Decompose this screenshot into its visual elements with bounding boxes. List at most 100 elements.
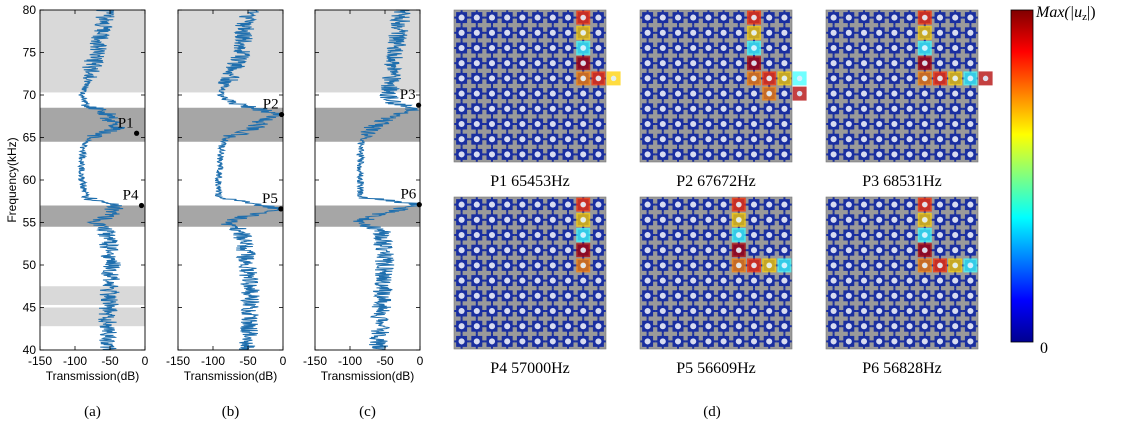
field-hotspot-center <box>922 75 928 82</box>
cell-hole <box>549 338 556 345</box>
cell-hole <box>519 75 526 82</box>
cell-hole <box>690 29 697 36</box>
cell-hole <box>644 262 651 269</box>
cell-hole <box>488 216 496 223</box>
cell-hole <box>458 60 465 67</box>
cell-hole <box>735 105 742 112</box>
cell-hole <box>876 247 883 254</box>
cell-hole <box>720 292 727 299</box>
cell-hole <box>644 231 651 239</box>
field-hotspot-center <box>580 14 586 21</box>
field-hotspot-center <box>580 262 586 269</box>
cell-hole <box>690 151 697 158</box>
cell-hole <box>690 75 697 82</box>
cell-hole <box>534 90 541 97</box>
field-panel: P2 67672Hz <box>639 9 807 190</box>
field-hotspot-center <box>610 75 617 82</box>
field-hotspot-center <box>751 14 757 21</box>
cell-hole <box>564 60 572 67</box>
cell-hole <box>845 201 852 208</box>
cell-hole <box>952 323 959 330</box>
cell-hole <box>952 201 959 208</box>
cell-hole <box>690 216 697 223</box>
cell-hole <box>504 120 511 128</box>
field-hotspot-center <box>796 75 803 82</box>
cell-hole <box>674 120 682 128</box>
cell-hole <box>473 14 480 21</box>
cell-hole <box>891 120 898 128</box>
cell-hole <box>906 247 913 254</box>
field-hotspot-center <box>781 75 788 82</box>
cell-hole <box>921 323 928 330</box>
cell-hole <box>876 14 883 21</box>
cell-hole <box>830 292 837 299</box>
cell-hole <box>705 307 712 315</box>
cell-hole <box>534 120 541 128</box>
cell-hole <box>644 120 651 128</box>
cell-hole <box>906 307 913 315</box>
cell-hole <box>519 136 526 143</box>
cell-hole <box>659 120 666 128</box>
cell-hole <box>936 136 944 143</box>
field-frame <box>639 196 793 350</box>
cell-hole <box>674 201 682 208</box>
cell-hole <box>644 338 651 345</box>
cell-hole <box>595 247 602 254</box>
field-hotspot-center <box>751 45 757 51</box>
cell-hole <box>860 105 868 112</box>
transmission-curve <box>77 9 125 351</box>
cell-hole <box>488 323 496 330</box>
cell-hole <box>674 105 682 112</box>
cell-hole <box>595 60 602 67</box>
cell-hole <box>830 307 837 315</box>
cell-hole <box>876 120 883 128</box>
cell-hole <box>473 323 480 330</box>
cell-hole <box>735 338 742 345</box>
cell-hole <box>891 216 898 223</box>
cell-hole <box>458 231 465 239</box>
y-axis-label: Frequency(kHz) <box>5 137 19 222</box>
cell-hole <box>504 292 511 299</box>
cell-hole <box>595 14 602 21</box>
cell-hole <box>705 75 712 82</box>
field-hotspot-center <box>580 247 586 253</box>
cell-hole <box>595 136 602 143</box>
cell-hole <box>781 338 788 345</box>
cell-hole <box>674 151 682 158</box>
cell-hole <box>830 136 837 143</box>
cell-hole <box>967 338 974 345</box>
cell-hole <box>860 90 868 97</box>
cell-hole <box>519 277 526 284</box>
cell-hole <box>488 277 496 284</box>
field-hotspot-center <box>580 30 586 36</box>
cell-hole <box>705 120 712 128</box>
cell-hole <box>705 90 712 97</box>
cell-hole <box>644 60 651 67</box>
x-tick-label: -50 <box>239 354 257 368</box>
transmission-curve <box>214 9 284 351</box>
x-tick-label: -150 <box>28 354 52 368</box>
cell-hole <box>564 247 572 254</box>
cell-hole <box>595 29 602 36</box>
cell-hole <box>952 338 959 345</box>
cell-hole <box>936 216 944 223</box>
cell-hole <box>891 151 898 158</box>
cell-hole <box>674 136 682 143</box>
cell-hole <box>876 277 883 284</box>
band-gap <box>40 205 145 227</box>
cell-hole <box>705 151 712 158</box>
cell-hole <box>830 29 837 36</box>
cell-hole <box>534 60 541 67</box>
cell-hole <box>549 44 556 52</box>
cell-hole <box>845 120 852 128</box>
field-hotspot-center <box>580 201 586 208</box>
cell-hole <box>564 231 572 239</box>
cell-hole <box>936 292 944 299</box>
field-hotspot-center <box>922 60 928 66</box>
cell-hole <box>735 323 742 330</box>
cell-hole <box>504 90 511 97</box>
cell-hole <box>891 307 898 315</box>
field-frame <box>639 9 793 163</box>
cell-hole <box>766 307 773 315</box>
